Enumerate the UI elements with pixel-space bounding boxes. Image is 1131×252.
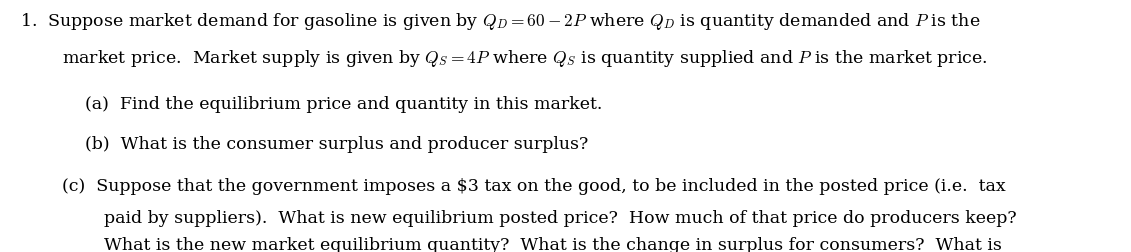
Text: (c)  Suppose that the government imposes a $3 tax on the good, to be included in: (c) Suppose that the government imposes …	[62, 178, 1005, 195]
Text: 1.  Suppose market demand for gasoline is given by $Q_D = 60 - 2P$ where $Q_D$ i: 1. Suppose market demand for gasoline is…	[20, 11, 981, 32]
Text: What is the new market equilibrium quantity?  What is the change in surplus for : What is the new market equilibrium quant…	[104, 237, 1002, 252]
Text: market price.  Market supply is given by $Q_S = 4P$ where $Q_S$ is quantity supp: market price. Market supply is given by …	[62, 48, 988, 69]
Text: (a)  Find the equilibrium price and quantity in this market.: (a) Find the equilibrium price and quant…	[85, 96, 602, 113]
Text: paid by suppliers).  What is new equilibrium posted price?  How much of that pri: paid by suppliers). What is new equilibr…	[104, 210, 1017, 227]
Text: (b)  What is the consumer surplus and producer surplus?: (b) What is the consumer surplus and pro…	[85, 136, 588, 153]
